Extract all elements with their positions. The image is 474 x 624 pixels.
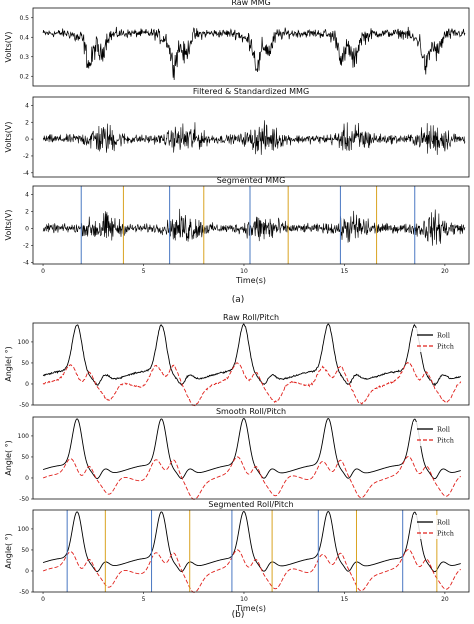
y-tick-label: 0.2 bbox=[19, 73, 29, 80]
axes-frame bbox=[32, 96, 470, 178]
x-axis-label: Time(s) bbox=[235, 604, 266, 613]
y-axis-label: Volts(V) bbox=[4, 32, 13, 63]
x-axis-label: Time(s) bbox=[235, 276, 266, 285]
series-line-filtered-mmg bbox=[42, 208, 466, 246]
y-tick-label: 0 bbox=[25, 136, 29, 143]
y-tick-label: 50 bbox=[21, 547, 29, 554]
y-axis-label: Volts(V) bbox=[4, 122, 13, 153]
y-tick-label: 50 bbox=[21, 360, 29, 367]
chart-panel-5: Smooth Roll/Pitch Angle( °) 100 50 0 -50 Roll P… bbox=[4, 407, 470, 503]
x-tick-label: 20 bbox=[441, 596, 449, 603]
legend-box bbox=[413, 515, 465, 539]
chart-panel-2: Filtered & Standardized MMG Volts(V) 4 2 0 -2… bbox=[4, 87, 470, 178]
x-tick-label: 15 bbox=[341, 596, 349, 603]
y-tick-label: 0.3 bbox=[19, 54, 29, 61]
y-axis-label: Volts(V) bbox=[4, 210, 13, 241]
series-line-pitch bbox=[42, 361, 462, 407]
x-tick-label: 5 bbox=[142, 596, 146, 603]
series-line-roll bbox=[42, 323, 462, 387]
y-tick-label: 4 bbox=[25, 102, 29, 109]
panel-title: Filtered & Standardized MMG bbox=[193, 87, 309, 96]
chart-panel-4: Raw Roll/Pitch Angle( °) 100 50 0 -50 Roll Pitc… bbox=[4, 313, 470, 409]
y-tick-label: -4 bbox=[23, 259, 29, 266]
y-tick-label: -4 bbox=[23, 170, 29, 177]
y-tick-label: -2 bbox=[23, 242, 29, 249]
y-tick-label: 0 bbox=[25, 568, 29, 575]
chart-panel-6: Segmented Roll/Pitch Angle( °) 100 50 0 -50 0 5… bbox=[4, 500, 470, 613]
y-tick-label: -50 bbox=[19, 402, 29, 409]
legend-box bbox=[413, 422, 465, 446]
panel-title: Smooth Roll/Pitch bbox=[216, 407, 286, 416]
legend-box bbox=[413, 328, 465, 352]
y-tick-label: 100 bbox=[18, 339, 30, 346]
y-tick-label: 100 bbox=[18, 526, 30, 533]
y-tick-label: -50 bbox=[19, 589, 29, 596]
legend-label: Pitch bbox=[437, 530, 454, 538]
y-tick-label: 2 bbox=[25, 208, 29, 215]
series-line-pitch bbox=[42, 549, 461, 593]
series-line-raw-mmg bbox=[42, 26, 466, 81]
axes-frame bbox=[32, 322, 470, 406]
y-axis-label: Angle( °) bbox=[4, 533, 13, 569]
y-tick-label: -50 bbox=[19, 496, 29, 503]
y-tick-label: 0 bbox=[25, 381, 29, 388]
x-tick-label: 15 bbox=[341, 268, 349, 275]
panel-title: Segmented Roll/Pitch bbox=[208, 500, 293, 509]
series-line-pitch bbox=[42, 456, 461, 500]
y-tick-label: 0 bbox=[25, 225, 29, 232]
axes-frame bbox=[32, 509, 470, 593]
y-tick-label: 2 bbox=[25, 119, 29, 126]
x-tick-label: 5 bbox=[142, 268, 146, 275]
y-tick-label: -2 bbox=[23, 153, 29, 160]
panel-title: Segmented MMG bbox=[217, 176, 286, 185]
chart-panel-1: Raw MMG Volts(V) 0.5 0.4 0.3 0.2 bbox=[4, 0, 470, 87]
axes-frame bbox=[32, 7, 470, 87]
series-line-roll bbox=[42, 417, 461, 480]
y-tick-label: 0 bbox=[25, 475, 29, 482]
panel-title: Raw Roll/Pitch bbox=[223, 313, 279, 322]
x-tick-label: 10 bbox=[240, 268, 248, 275]
legend-label: Roll bbox=[437, 332, 450, 340]
y-tick-label: 50 bbox=[21, 454, 29, 461]
panel-title: Raw MMG bbox=[231, 0, 270, 7]
x-tick-label: 20 bbox=[441, 268, 449, 275]
legend-label: Pitch bbox=[437, 343, 454, 351]
series-line-roll bbox=[42, 510, 461, 573]
y-tick-label: 0.5 bbox=[19, 15, 29, 22]
axes-frame bbox=[32, 416, 470, 500]
legend-label: Roll bbox=[437, 426, 450, 434]
x-tick-label: 10 bbox=[240, 596, 248, 603]
legend-label: Roll bbox=[437, 519, 450, 527]
y-axis-label: Angle( °) bbox=[4, 440, 13, 476]
y-tick-label: 0.4 bbox=[19, 34, 29, 41]
caption-a: (a) bbox=[232, 295, 245, 305]
x-tick-label: 0 bbox=[41, 596, 45, 603]
series-line-filtered-mmg bbox=[42, 120, 466, 155]
x-tick-label: 0 bbox=[41, 268, 45, 275]
caption-b: (b) bbox=[232, 610, 245, 620]
y-axis-label: Angle( °) bbox=[4, 346, 13, 382]
axes-frame bbox=[32, 185, 470, 265]
y-tick-label: 4 bbox=[25, 191, 29, 198]
y-tick-label: 100 bbox=[18, 433, 30, 440]
legend-label: Pitch bbox=[437, 437, 454, 445]
